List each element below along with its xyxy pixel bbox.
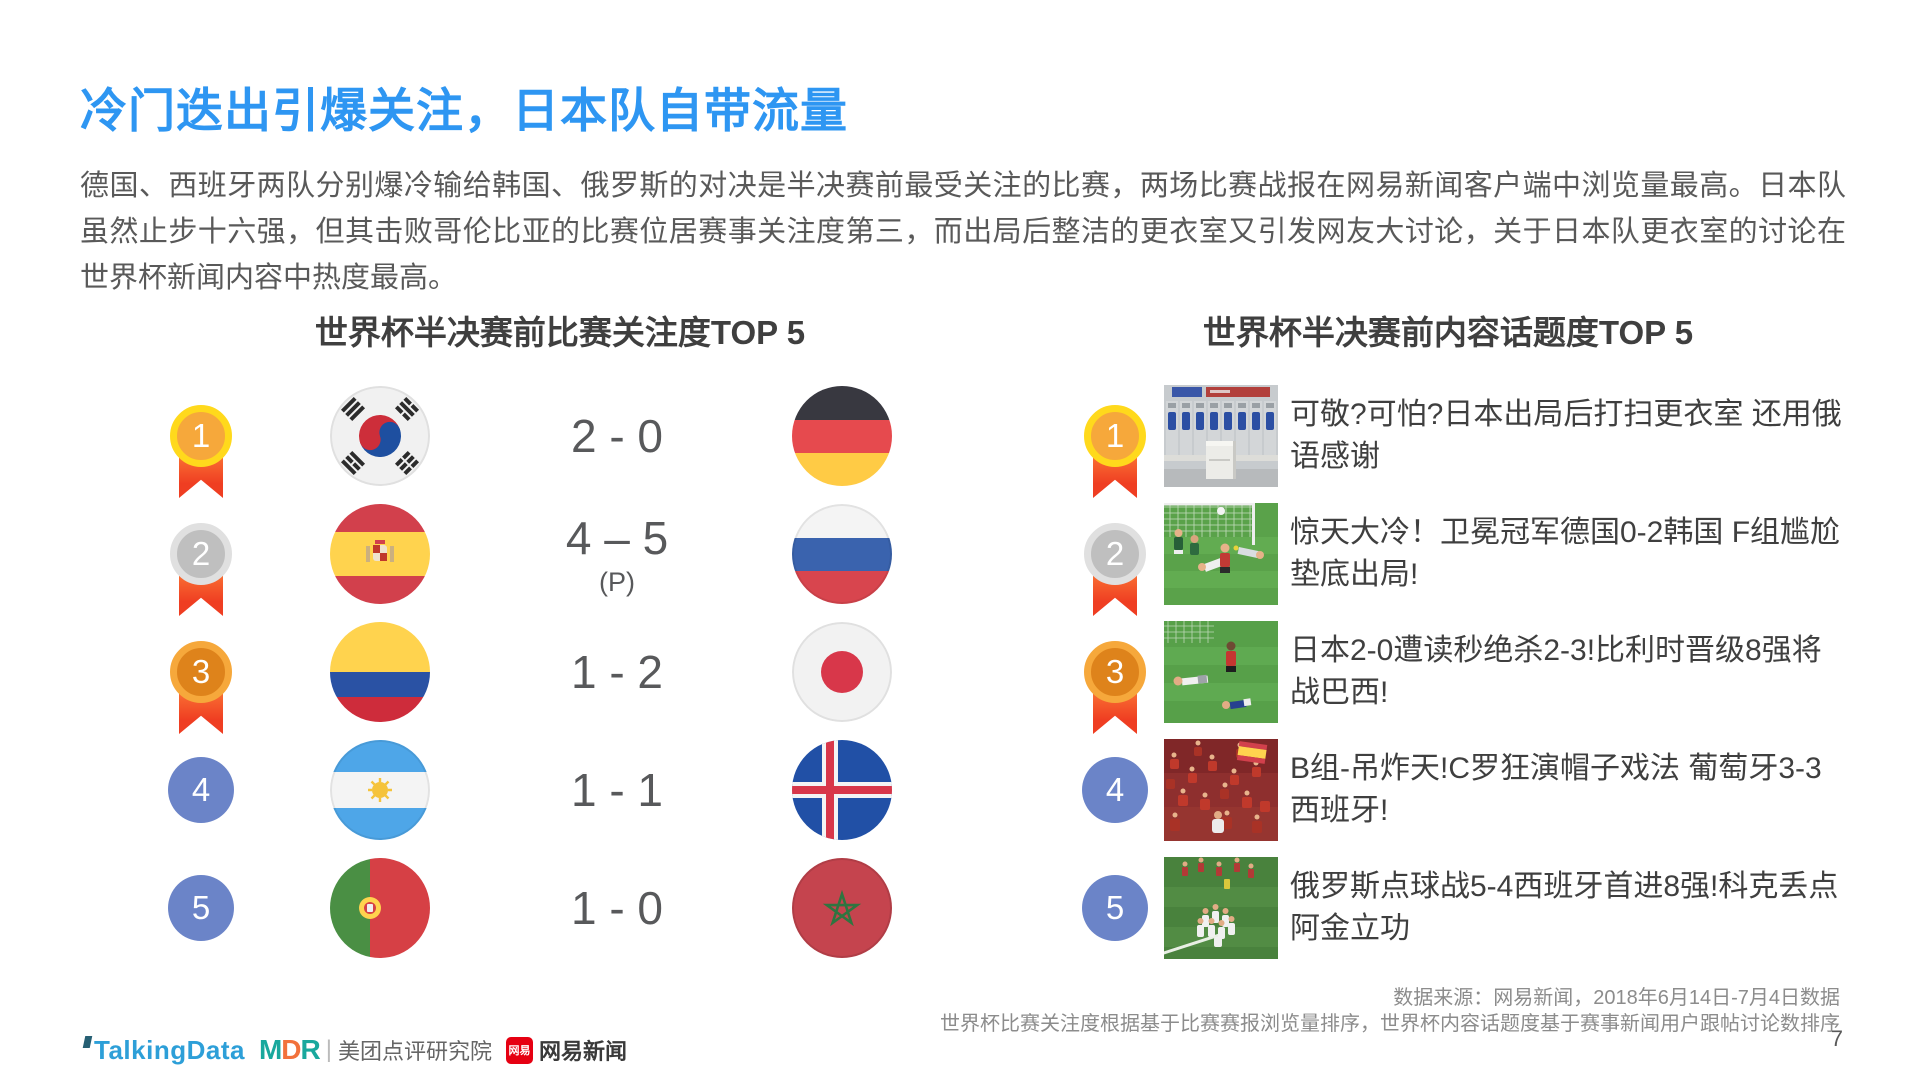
rank-4-badge: 4: [168, 757, 234, 823]
talkingdata-tick-icon: [82, 1035, 93, 1048]
mdr-letter-d: D: [281, 1034, 301, 1065]
talkingdata-wordmark: TalkingData: [94, 1034, 245, 1065]
match-score: 2 - 0: [492, 392, 742, 480]
summary-paragraph: 德国、西班牙两队分别爆冷输给韩国、俄罗斯的对决是半决赛前最受关注的比赛，两场比赛…: [80, 170, 1846, 294]
match-score: 1 - 2: [492, 628, 742, 716]
mdr-wordmark: MDR: [258, 1034, 321, 1066]
match-score: 4 – 5 (P): [492, 510, 742, 598]
flag-morocco-icon: [792, 858, 892, 958]
source-line-2: 世界杯比赛关注度根据基于比赛赛报浏览量排序，世界杯内容话题度基于赛事新闻用户跟帖…: [940, 1013, 1840, 1035]
rank-number: 4: [191, 771, 211, 808]
netease-badge-icon: 网易: [505, 1036, 533, 1064]
thumbnail-germany-korea-goal: [1164, 503, 1278, 605]
score-value: 1 - 2: [570, 646, 664, 698]
right-panel-title: 世界杯半决赛前内容话题度TOP 5: [1202, 314, 1694, 351]
rank-2-medal: 2: [1084, 523, 1146, 619]
data-source-note: 数据来源：网易新闻，2018年6月14日-7月4日数据 世界杯比赛关注度根据基于…: [940, 985, 1840, 1037]
flag-russia-icon: [792, 504, 892, 604]
score-value: 1 - 1: [570, 764, 664, 816]
rank-3-medal: 3: [170, 641, 232, 737]
rank-2-medal: 2: [170, 523, 232, 619]
flag-portugal-icon: [330, 858, 430, 958]
news-item-3: 日本2-0遭读秒绝杀2-3!比利时晋级8强将战巴西!: [1290, 634, 1822, 709]
score-value: 2 - 0: [570, 410, 664, 462]
netease-news-logo: 网易 网易新闻: [505, 1034, 627, 1066]
left-panel-title: 世界杯半决赛前比赛关注度TOP 5: [314, 314, 806, 351]
page-title: 冷门迭出引爆关注，日本队自带流量: [80, 84, 848, 137]
penalty-note: (P): [599, 566, 635, 597]
mdr-letter-r: R: [300, 1034, 321, 1065]
rank-1-medal: 1: [170, 405, 232, 501]
rank-number: 1: [1084, 405, 1146, 467]
thumbnail-japan-belgium-match: [1164, 621, 1278, 723]
flag-south-korea-icon: [330, 386, 430, 486]
score-value: 1 - 0: [570, 882, 664, 934]
rank-number: 5: [1105, 889, 1125, 926]
talkingdata-logo: TalkingData: [82, 1034, 245, 1066]
flag-japan-icon: [792, 622, 892, 722]
rank-number: 2: [1084, 523, 1146, 585]
rank-3-medal: 3: [1084, 641, 1146, 737]
rank-number: 2: [170, 523, 232, 585]
news-item-5: 俄罗斯点球战5-4西班牙首进8强!科克丢点阿金立功: [1290, 870, 1839, 945]
rank-5-badge: 5: [168, 875, 234, 941]
mdr-letter-m: M: [258, 1034, 282, 1065]
rank-number: 3: [1084, 641, 1146, 703]
netease-news-label: 网易新闻: [538, 1039, 627, 1064]
thumbnail-russia-spain-celebration: [1164, 857, 1278, 959]
rank-number: 5: [191, 889, 211, 926]
match-score: 1 - 1: [492, 746, 742, 834]
news-item-4: B组-吊炸天!C罗狂演帽子戏法 葡萄牙3-3西班牙!: [1290, 752, 1822, 827]
score-value: 4 – 5: [565, 511, 669, 564]
rank-5-badge: 5: [1082, 875, 1148, 941]
news-item-1: 可敬?可怕?日本出局后打扫更衣室 还用俄语感谢: [1290, 398, 1842, 473]
news-item-2: 惊天大冷！卫冕冠军德国0-2韩国 F组尴尬垫底出局!: [1290, 516, 1841, 591]
rank-4-badge: 4: [1082, 757, 1148, 823]
flag-iceland-icon: [792, 740, 892, 840]
source-line-1: 数据来源：网易新闻，2018年6月14日-7月4日数据: [1393, 987, 1840, 1009]
flag-germany-icon: [792, 386, 892, 486]
logo-divider: |: [325, 1036, 332, 1063]
rank-number: 4: [1105, 771, 1125, 808]
thumbnail-japan-locker-room: [1164, 385, 1278, 487]
rank-1-medal: 1: [1084, 405, 1146, 501]
flag-spain-icon: [330, 504, 430, 604]
flag-argentina-icon: [330, 740, 430, 840]
meituan-dianping-research-logo: MDR | 美团点评研究院: [259, 1034, 492, 1066]
rank-number: 1: [170, 405, 232, 467]
rank-number: 3: [170, 641, 232, 703]
flag-colombia-icon: [330, 622, 430, 722]
page-number: 7: [1830, 1026, 1843, 1051]
footer-logos: TalkingData MDR | 美团点评研究院 网易 网易新闻: [82, 1033, 627, 1067]
match-score: 1 - 0: [492, 864, 742, 952]
meituan-research-label: 美团点评研究院: [337, 1039, 492, 1064]
thumbnail-portugal-spain-fans: [1164, 739, 1278, 841]
